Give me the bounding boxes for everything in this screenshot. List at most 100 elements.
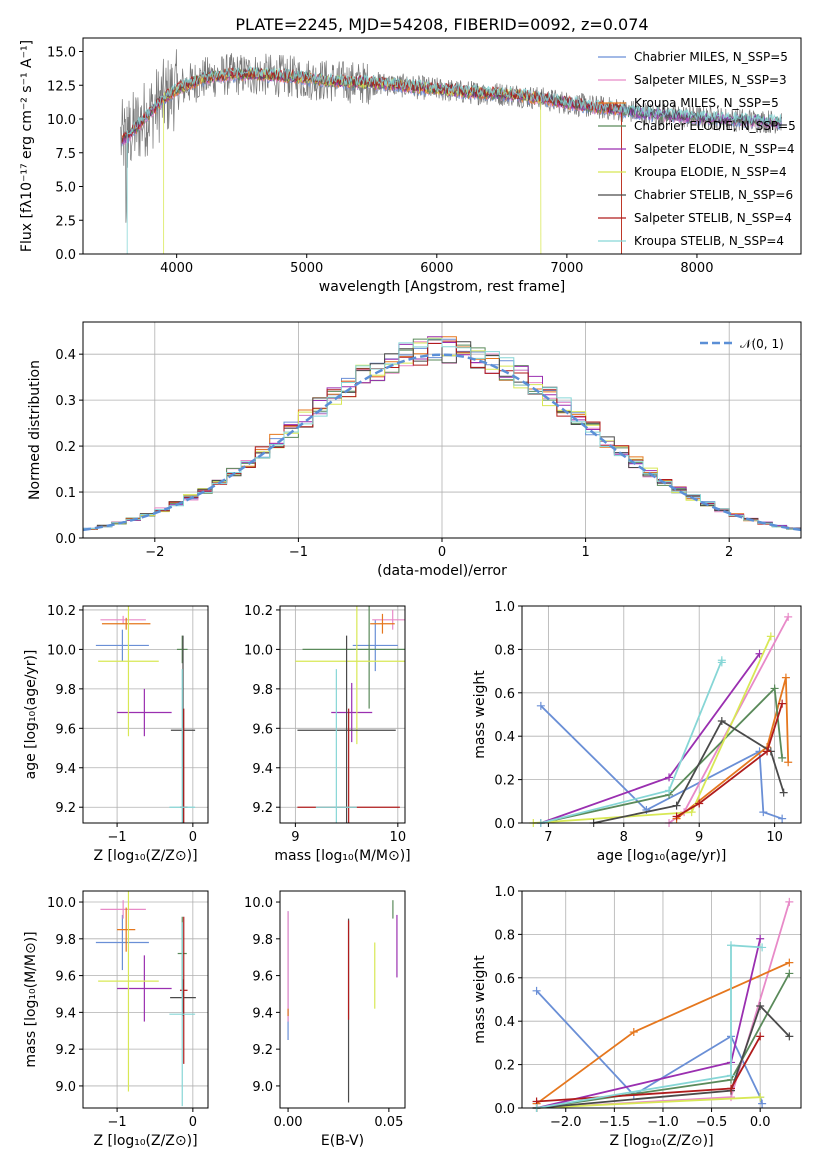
- y-tick-label: 9.4: [252, 762, 273, 777]
- legend-label-7: Salpeter STELIB, N_SSP=4: [634, 211, 792, 225]
- y-tick-label: 9.6: [55, 722, 76, 737]
- x-axis-label: mass [log₁₀(M/M⊙)]: [274, 848, 410, 864]
- spectrum-group: [120, 49, 782, 254]
- y-axis-label: Flux [fλ10⁻¹⁷ erg cm⁻² s⁻¹ A⁻¹]: [19, 40, 35, 252]
- axes-frame: [279, 890, 406, 1109]
- y-tick-label: 9.2: [55, 801, 76, 816]
- x-axis-label: (data-model)/error: [377, 563, 507, 579]
- y-tick-label: 9.6: [252, 722, 273, 737]
- legend-label-0: Chabrier MILES, N_SSP=5: [634, 50, 788, 64]
- x-axis-label: age [log₁₀(age/yr)]: [597, 848, 727, 864]
- legend-label-6: Chabrier STELIB, N_SSP=6: [634, 188, 793, 202]
- weight-marker: [778, 814, 787, 823]
- weight-marker: [717, 717, 726, 726]
- weight-marker: [672, 801, 681, 810]
- y-tick-label: 0.4: [494, 1015, 515, 1030]
- y-axis-label: Normed distribution: [27, 360, 43, 500]
- weight-marker: [766, 632, 775, 641]
- y-tick-label: 0.6: [494, 687, 515, 702]
- x-axis-label: Z [log₁₀(Z/Z⊙)]: [609, 1133, 713, 1149]
- weight-marker: [758, 943, 767, 952]
- y-tick-label: 0.2: [55, 440, 76, 455]
- x-tick-label: 0.05: [374, 1115, 403, 1130]
- weight-marker: [727, 941, 736, 950]
- y-tick-label: 0.8: [494, 643, 515, 658]
- weight-marker: [532, 986, 541, 995]
- weight-line-4: [536, 938, 762, 1109]
- y-tick-label: 0.4: [494, 730, 515, 745]
- x-tick-label: 7: [544, 830, 552, 845]
- text-layer: PLATE=2245, MJD=54208, FIBERID=0092, z=0…: [19, 15, 796, 1149]
- x-axis-label: wavelength [Angstrom, rest frame]: [319, 279, 565, 295]
- x-tick-label: 10: [766, 830, 783, 845]
- axes-frame: [82, 605, 209, 824]
- chart-title: PLATE=2245, MJD=54208, FIBERID=0092, z=0…: [235, 15, 648, 34]
- legend-label-normal: 𝒩(0, 1): [740, 337, 784, 351]
- weight-marker: [756, 934, 765, 943]
- weight-marker: [665, 786, 674, 795]
- y-tick-label: 15.0: [47, 46, 76, 61]
- y-axis-label: mass weight: [472, 670, 488, 759]
- y-tick-label: 5.0: [55, 181, 76, 196]
- y-tick-label: 0.8: [494, 928, 515, 943]
- weight-marker: [758, 1099, 767, 1108]
- x-tick-label: 4000: [160, 261, 193, 276]
- y-tick-label: 9.8: [252, 933, 273, 948]
- y-tick-label: 0.6: [494, 972, 515, 987]
- normal-curve: [82, 353, 802, 532]
- x-axis-label: Z [log₁₀(Z/Z⊙)]: [93, 848, 197, 864]
- legend-label-3: Chabrier ELODIE, N_SSP=5: [634, 119, 796, 133]
- axes-frame: [521, 890, 802, 1109]
- weight-marker: [756, 1002, 765, 1011]
- weight-marker: [778, 753, 787, 762]
- y-tick-label: 9.2: [55, 1043, 76, 1058]
- x-tick-label: 10: [390, 830, 407, 845]
- y-axis-label: mass [log₁₀(M/M⊙)]: [23, 931, 39, 1067]
- y-tick-label: 9.6: [252, 970, 273, 985]
- weight-marker: [779, 788, 788, 797]
- y-tick-label: 12.5: [47, 79, 76, 94]
- y-tick-label: 0.2: [494, 774, 515, 789]
- x-tick-label: 5000: [290, 261, 323, 276]
- weight-marker: [665, 773, 674, 782]
- weight-line-0: [540, 705, 783, 820]
- grid-layer: [83, 322, 801, 1109]
- weight-line-7: [676, 703, 783, 818]
- y-tick-label: 9.0: [252, 1080, 273, 1095]
- x-tick-label: 9: [291, 830, 299, 845]
- y-tick-label: 9.0: [55, 1080, 76, 1095]
- legend-label-2: Kroupa MILES, N_SSP=5: [634, 96, 779, 110]
- x-tick-label: 8000: [680, 261, 713, 276]
- weight-marker: [781, 673, 790, 682]
- legend-label-4: Salpeter ELODIE, N_SSP=4: [634, 142, 795, 156]
- weight-marker: [770, 684, 779, 693]
- weight-line-0: [535, 990, 763, 1104]
- errorbar-group: [295, 606, 405, 823]
- y-axis-label: age [log₁₀(age/yr)]: [23, 650, 39, 780]
- errorbar-group: [287, 900, 398, 1103]
- y-tick-label: 9.4: [252, 1006, 273, 1021]
- x-tick-label: −1: [108, 830, 127, 845]
- y-tick-label: 0.3: [55, 394, 76, 409]
- y-axis-label: mass weight: [472, 955, 488, 1044]
- x-tick-label: 0: [189, 1115, 197, 1130]
- y-tick-label: 10.0: [244, 643, 273, 658]
- weight-marker: [785, 969, 794, 978]
- legend-label-8: Kroupa STELIB, N_SSP=4: [634, 234, 784, 248]
- y-tick-label: 0.0: [55, 248, 76, 263]
- weight-marker: [717, 658, 726, 667]
- weight-line-1: [668, 616, 789, 824]
- weight-marker: [727, 1071, 736, 1080]
- weight-marker: [695, 799, 704, 808]
- y-tick-label: 10.0: [47, 643, 76, 658]
- weight-marker: [763, 747, 772, 756]
- x-tick-label: −1.0: [647, 1115, 679, 1130]
- weight-marker: [727, 1084, 736, 1093]
- weight-marker: [759, 808, 768, 817]
- errorbar-group: [95, 891, 196, 1107]
- y-tick-label: 9.2: [252, 801, 273, 816]
- y-tick-label: 2.5: [55, 214, 76, 229]
- x-tick-label: 2: [725, 545, 733, 560]
- y-tick-label: 10.2: [244, 604, 273, 619]
